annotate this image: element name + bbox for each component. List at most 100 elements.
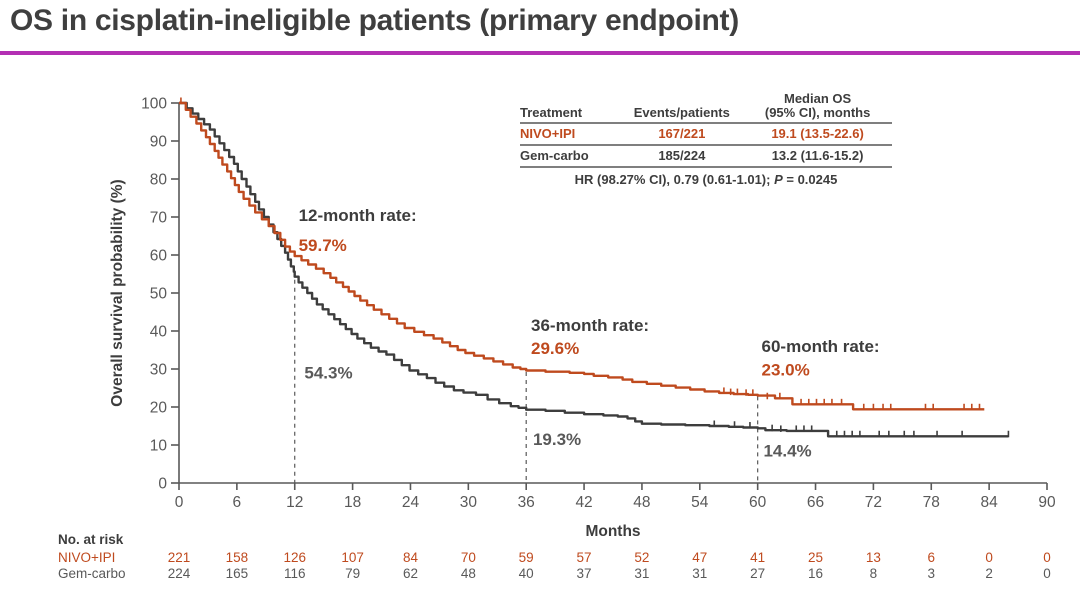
- risk-value-gem-carbo: 0: [1043, 566, 1051, 581]
- risk-value-gem-carbo: 31: [634, 566, 649, 581]
- annotation-label: 36-month rate:: [531, 316, 649, 335]
- y-tick-label: 20: [150, 400, 168, 417]
- risk-value-gem-carbo: 224: [168, 566, 191, 581]
- annotation-label: 29.6%: [531, 339, 579, 358]
- risk-row-label-gem-carbo: Gem-carbo: [58, 566, 126, 581]
- risk-value-gem-carbo: 27: [750, 566, 765, 581]
- x-tick-label: 60: [749, 494, 767, 511]
- slide-title: OS in cisplatin-ineligible patients (pri…: [10, 4, 739, 37]
- risk-row-label-nivo-ipi: NIVO+IPI: [58, 550, 115, 565]
- risk-value-gem-carbo: 116: [284, 566, 306, 581]
- risk-value-nivo-ipi: 52: [634, 550, 649, 565]
- risk-value-nivo-ipi: 25: [808, 550, 823, 565]
- x-tick-label: 30: [460, 494, 478, 511]
- y-tick-label: 10: [150, 438, 168, 455]
- stats-row-gem-carbo: Gem-carbo 185/224 13.2 (11.6-15.2): [520, 145, 892, 168]
- risk-value-gem-carbo: 62: [403, 566, 418, 581]
- risk-value-gem-carbo: 2: [985, 566, 993, 581]
- risk-value-nivo-ipi: 41: [750, 550, 765, 565]
- hr-note-pre: HR (98.27% CI), 0.79 (0.61-1.01);: [574, 172, 775, 187]
- x-tick-label: 42: [575, 494, 592, 511]
- risk-table-title: No. at risk: [58, 532, 124, 547]
- annotation-label: 23.0%: [762, 360, 810, 379]
- x-tick-label: 6: [233, 494, 242, 511]
- annotation-label: 19.3%: [533, 430, 581, 449]
- y-tick-label: 40: [150, 324, 168, 341]
- x-tick-label: 24: [402, 494, 420, 511]
- y-tick-label: 90: [150, 134, 168, 151]
- stats-header-row: Treatment Events/patients Median OS (95%…: [520, 91, 892, 124]
- risk-value-nivo-ipi: 84: [403, 550, 419, 565]
- x-tick-label: 66: [807, 494, 824, 511]
- annotation-label: 59.7%: [299, 236, 347, 255]
- stats-header-events: Events/patients: [620, 92, 744, 124]
- risk-value-nivo-ipi: 13: [866, 550, 881, 565]
- stats-header-median: Median OS (95% CI), months: [743, 91, 892, 124]
- risk-value-gem-carbo: 40: [519, 566, 534, 581]
- censor-ticks-nivo-ipi: [180, 97, 981, 411]
- stats-cell-events: 167/221: [620, 123, 744, 146]
- x-tick-label: 90: [1038, 494, 1056, 511]
- risk-value-gem-carbo: 48: [461, 566, 476, 581]
- censor-ticks-gem-carbo: [713, 420, 1010, 438]
- x-tick-label: 12: [286, 494, 303, 511]
- stats-cell-median: 19.1 (13.5-22.6): [743, 123, 892, 146]
- annotation-label: 54.3%: [304, 364, 352, 383]
- stats-cell-treatment: NIVO+IPI: [520, 123, 621, 146]
- x-tick-label: 54: [691, 494, 709, 511]
- stats-header-median-line1: Median OS: [784, 91, 852, 106]
- risk-value-nivo-ipi: 0: [1043, 550, 1051, 565]
- x-tick-label: 36: [518, 494, 535, 511]
- risk-value-gem-carbo: 16: [808, 566, 823, 581]
- risk-value-nivo-ipi: 47: [692, 550, 707, 565]
- risk-value-nivo-ipi: 0: [985, 550, 993, 565]
- km-curve-gem-carbo: [179, 101, 1009, 438]
- y-tick-label: 70: [150, 210, 168, 227]
- risk-value-gem-carbo: 3: [928, 566, 936, 581]
- risk-value-nivo-ipi: 6: [928, 550, 936, 565]
- risk-value-nivo-ipi: 59: [519, 550, 534, 565]
- y-tick-label: 80: [150, 172, 168, 189]
- risk-value-nivo-ipi: 158: [226, 550, 249, 565]
- stats-header-treatment: Treatment: [520, 92, 621, 124]
- stats-cell-median: 13.2 (11.6-15.2): [743, 145, 892, 168]
- risk-value-nivo-ipi: 107: [341, 550, 364, 565]
- axes: [171, 102, 1048, 490]
- annotation-label: 60-month rate:: [762, 337, 880, 356]
- x-axis-title: Months: [585, 523, 640, 540]
- km-curve-nivo-ipi: [179, 101, 985, 411]
- title-underline: [0, 51, 1080, 55]
- risk-value-gem-carbo: 8: [870, 566, 878, 581]
- stats-header-median-line2: (95% CI), months: [764, 105, 871, 120]
- x-tick-label: 0: [175, 494, 184, 511]
- risk-value-nivo-ipi: 70: [461, 550, 476, 565]
- annotation-label: 14.4%: [763, 441, 811, 460]
- x-tick-label: 48: [633, 494, 650, 511]
- y-tick-label: 50: [150, 286, 168, 303]
- y-tick-label: 60: [150, 248, 168, 265]
- hr-note-post: = 0.0245: [782, 172, 838, 187]
- os-stats-table-grid: Treatment Events/patients Median OS (95%…: [520, 92, 892, 168]
- stats-cell-events: 185/224: [620, 145, 744, 168]
- risk-value-nivo-ipi: 221: [168, 550, 191, 565]
- risk-value-nivo-ipi: 126: [283, 550, 306, 565]
- reference-dashed-lines: [294, 279, 759, 483]
- hazard-ratio-note: HR (98.27% CI), 0.79 (0.61-1.01); P = 0.…: [520, 168, 892, 187]
- os-stats-table: Treatment Events/patients Median OS (95%…: [520, 92, 892, 187]
- y-axis-title: Overall survival probability (%): [109, 179, 126, 406]
- risk-value-gem-carbo: 165: [226, 566, 249, 581]
- risk-value-gem-carbo: 79: [345, 566, 360, 581]
- y-tick-label: 100: [141, 96, 167, 113]
- x-tick-label: 18: [344, 494, 361, 511]
- stats-row-nivo-ipi: NIVO+IPI 167/221 19.1 (13.5-22.6): [520, 123, 892, 146]
- risk-value-gem-carbo: 31: [692, 566, 707, 581]
- risk-value-gem-carbo: 37: [577, 566, 592, 581]
- risk-value-nivo-ipi: 57: [577, 550, 592, 565]
- y-tick-label: 0: [158, 476, 167, 493]
- x-tick-label: 78: [923, 494, 940, 511]
- stats-cell-treatment: Gem-carbo: [520, 145, 621, 168]
- annotation-label: 12-month rate:: [299, 206, 417, 225]
